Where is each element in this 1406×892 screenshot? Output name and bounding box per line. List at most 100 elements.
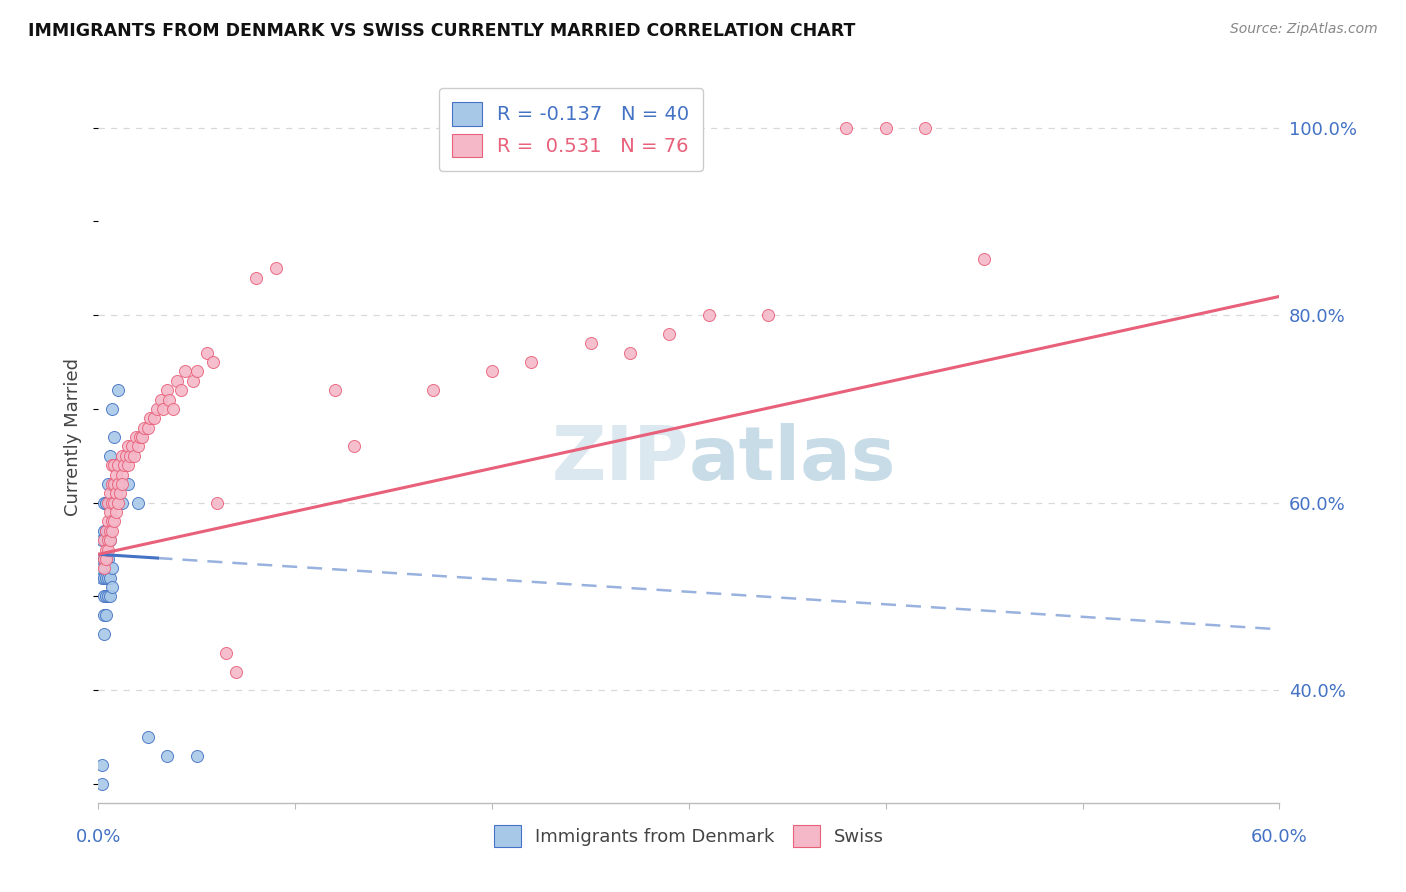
Point <box>117 477 139 491</box>
Point <box>914 120 936 135</box>
Point <box>96 524 118 538</box>
Point <box>107 496 129 510</box>
Point <box>132 420 155 434</box>
Point <box>97 496 120 510</box>
Point <box>138 411 160 425</box>
Point <box>136 420 159 434</box>
Point <box>98 496 121 510</box>
Point <box>118 449 141 463</box>
Point <box>107 458 129 473</box>
Y-axis label: Currently Married: Currently Married <box>65 358 83 516</box>
Point <box>146 401 169 416</box>
Point <box>111 496 134 510</box>
Point <box>93 571 115 585</box>
Point <box>96 590 118 604</box>
Point <box>107 477 129 491</box>
Point <box>658 326 681 341</box>
Point <box>98 533 121 548</box>
Point <box>103 515 125 529</box>
Point <box>422 383 444 397</box>
Point <box>186 364 208 378</box>
Point <box>181 374 204 388</box>
Point <box>101 515 124 529</box>
Text: 0.0%: 0.0% <box>76 828 121 846</box>
Point <box>105 486 128 500</box>
Point <box>97 533 120 548</box>
Point <box>93 533 115 548</box>
Point <box>186 748 208 763</box>
Point <box>835 120 858 135</box>
Point <box>162 401 184 416</box>
Point <box>107 383 129 397</box>
Point <box>156 383 179 397</box>
Point <box>101 401 124 416</box>
Point <box>166 374 188 388</box>
Point <box>97 515 120 529</box>
Point <box>215 646 238 660</box>
Point <box>93 552 115 566</box>
Point <box>142 411 165 425</box>
Point <box>96 552 118 566</box>
Legend: Immigrants from Denmark, Swiss: Immigrants from Denmark, Swiss <box>481 813 897 860</box>
Point <box>125 430 148 444</box>
Text: ZIP: ZIP <box>551 423 689 496</box>
Point <box>875 120 897 135</box>
Point <box>91 552 114 566</box>
Point <box>150 392 173 407</box>
Point <box>323 383 346 397</box>
Point <box>97 552 120 566</box>
Point <box>157 392 180 407</box>
Point <box>98 486 121 500</box>
Point <box>111 477 134 491</box>
Point <box>127 496 149 510</box>
Point <box>112 458 135 473</box>
Point <box>96 608 118 623</box>
Point <box>195 345 218 359</box>
Point <box>103 458 125 473</box>
Point <box>91 777 114 791</box>
Point <box>98 533 121 548</box>
Point <box>111 449 134 463</box>
Point <box>101 580 124 594</box>
Point <box>96 571 118 585</box>
Point <box>93 552 115 566</box>
Point <box>97 542 120 557</box>
Point <box>97 477 120 491</box>
Point <box>96 552 118 566</box>
Point <box>152 401 174 416</box>
Point <box>98 590 121 604</box>
Point <box>201 355 224 369</box>
Point <box>96 496 118 510</box>
Point <box>103 496 125 510</box>
Point <box>115 449 138 463</box>
Point <box>98 449 121 463</box>
Point <box>127 440 149 454</box>
Text: IMMIGRANTS FROM DENMARK VS SWISS CURRENTLY MARRIED CORRELATION CHART: IMMIGRANTS FROM DENMARK VS SWISS CURRENT… <box>28 22 855 40</box>
Point <box>103 477 125 491</box>
Text: 60.0%: 60.0% <box>1251 828 1308 846</box>
Point <box>105 467 128 482</box>
Point <box>170 383 193 397</box>
Point <box>131 430 153 444</box>
Point <box>101 524 124 538</box>
Point <box>105 505 128 519</box>
Point <box>174 364 197 378</box>
Point <box>128 430 150 444</box>
Point <box>619 345 641 359</box>
Point <box>98 524 121 538</box>
Point <box>93 608 115 623</box>
Point <box>91 533 114 548</box>
Point <box>117 440 139 454</box>
Point <box>98 571 121 585</box>
Point <box>136 730 159 744</box>
Point <box>121 440 143 454</box>
Point <box>97 524 120 538</box>
Point <box>520 355 543 369</box>
Point <box>117 458 139 473</box>
Point <box>98 505 121 519</box>
Point <box>96 524 118 538</box>
Point <box>93 524 115 538</box>
Point <box>481 364 503 378</box>
Point <box>101 458 124 473</box>
Point <box>579 336 602 351</box>
